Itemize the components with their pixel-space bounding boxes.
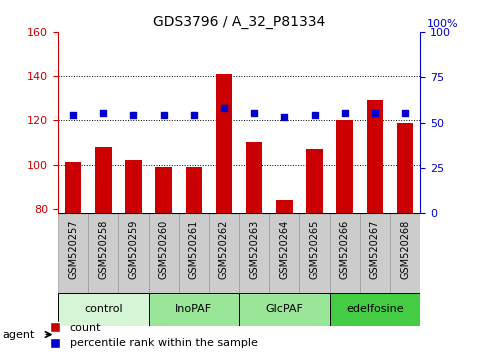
Point <box>281 114 288 120</box>
Point <box>190 113 198 118</box>
Bar <box>216 74 232 213</box>
Text: GSM520259: GSM520259 <box>128 219 139 279</box>
Text: GSM520261: GSM520261 <box>189 219 199 279</box>
Point <box>250 111 258 116</box>
Bar <box>360 213 390 293</box>
Bar <box>58 213 88 293</box>
Bar <box>179 213 209 293</box>
Bar <box>390 213 420 293</box>
Bar <box>397 122 413 213</box>
Bar <box>149 293 239 326</box>
Bar <box>65 162 81 213</box>
Text: GSM520260: GSM520260 <box>158 219 169 279</box>
Bar <box>276 200 293 213</box>
Bar <box>246 142 262 213</box>
Bar <box>239 213 270 293</box>
Bar <box>299 213 330 293</box>
Text: edelfosine: edelfosine <box>346 304 404 314</box>
Bar <box>367 101 383 213</box>
Bar <box>337 120 353 213</box>
Bar <box>330 213 360 293</box>
Text: GSM520263: GSM520263 <box>249 219 259 279</box>
Text: GlcPAF: GlcPAF <box>266 304 303 314</box>
Bar <box>306 149 323 213</box>
Point <box>401 111 409 116</box>
Bar <box>185 167 202 213</box>
Bar <box>239 293 330 326</box>
Bar <box>270 213 299 293</box>
Point <box>99 111 107 116</box>
Bar <box>209 213 239 293</box>
Bar <box>118 213 149 293</box>
Point <box>371 111 379 116</box>
Text: GSM520267: GSM520267 <box>370 219 380 279</box>
Bar <box>95 147 112 213</box>
Text: control: control <box>84 304 123 314</box>
Point <box>160 113 168 118</box>
Text: GSM520258: GSM520258 <box>98 219 108 279</box>
Bar <box>58 293 149 326</box>
Bar <box>156 167 172 213</box>
Bar <box>149 213 179 293</box>
Point <box>220 105 228 111</box>
Bar <box>88 213 118 293</box>
Text: 100%: 100% <box>427 19 459 29</box>
Text: GSM520257: GSM520257 <box>68 219 78 279</box>
Point <box>69 113 77 118</box>
Point <box>129 113 137 118</box>
Title: GDS3796 / A_32_P81334: GDS3796 / A_32_P81334 <box>153 16 325 29</box>
Text: GSM520264: GSM520264 <box>279 219 289 279</box>
Bar <box>125 160 142 213</box>
Text: GSM520262: GSM520262 <box>219 219 229 279</box>
Text: GSM520265: GSM520265 <box>310 219 320 279</box>
Point <box>311 113 318 118</box>
Text: GSM520268: GSM520268 <box>400 219 410 279</box>
Text: InoPAF: InoPAF <box>175 304 213 314</box>
Point <box>341 111 349 116</box>
Text: GSM520266: GSM520266 <box>340 219 350 279</box>
Text: agent: agent <box>2 330 35 339</box>
Legend: count, percentile rank within the sample: count, percentile rank within the sample <box>44 323 257 348</box>
Bar <box>330 293 420 326</box>
